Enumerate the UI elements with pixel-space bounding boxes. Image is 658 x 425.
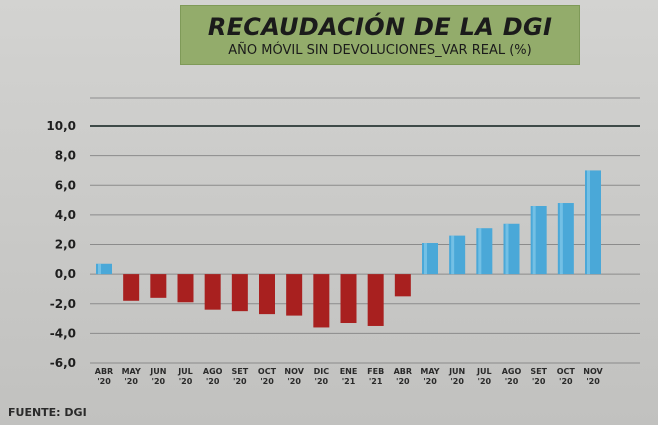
bar — [231, 274, 248, 312]
y-tick-label: -6,0 — [50, 356, 76, 370]
y-tick-label: 2,0 — [55, 238, 76, 252]
bar-highlight — [587, 170, 590, 275]
x-tick-label-year: '21 — [342, 377, 356, 386]
x-tick-label-year: '20 — [152, 377, 166, 386]
x-tick-label-month: OCT — [258, 367, 277, 376]
bar-highlight — [559, 203, 563, 275]
bar-highlight — [98, 263, 101, 275]
bar-highlight — [505, 223, 509, 275]
x-tick-label-month: DIC — [314, 367, 330, 376]
x-tick-label-year: '20 — [179, 377, 193, 386]
bar-highlight — [478, 228, 482, 275]
x-tick-label-year: '20 — [287, 377, 301, 386]
x-tick-label-year: '20 — [586, 377, 600, 386]
x-tick-label-month: JUN — [448, 367, 465, 376]
bar-highlight — [424, 243, 427, 275]
x-tick-label-year: '20 — [124, 377, 138, 386]
x-tick-label-year: '20 — [97, 377, 111, 386]
x-tick-label-month: JUL — [476, 367, 492, 376]
bar — [123, 274, 140, 301]
x-tick-label-year: '20 — [233, 377, 247, 386]
bar — [177, 274, 194, 303]
chart-subtitle: AÑO MÓVIL SIN DEVOLUCIONES_VAR REAL (%) — [228, 43, 532, 58]
y-tick-label: 6,0 — [55, 178, 76, 192]
y-tick-label: 0,0 — [55, 267, 76, 281]
bar — [340, 274, 357, 324]
x-tick-label-month: SET — [530, 367, 547, 376]
x-tick-label-year: '20 — [450, 377, 464, 386]
x-tick-label-year: '20 — [260, 377, 274, 386]
bar — [150, 274, 167, 298]
x-tick-label-year: '20 — [315, 377, 329, 386]
x-tick-label-year: '20 — [559, 377, 573, 386]
x-tick-label-month: JUL — [177, 367, 193, 376]
bar — [367, 274, 384, 326]
x-tick-label-month: ABR — [394, 367, 412, 376]
bar — [204, 274, 221, 310]
y-tick-label: 10,0 — [46, 119, 76, 133]
x-tick-label-year: '20 — [396, 377, 410, 386]
x-tick-label-month: FEB — [367, 367, 384, 376]
x-tick-label-month: ENE — [340, 367, 358, 376]
chart-title: RECAUDACIÓN DE LA DGI — [207, 13, 553, 41]
bar — [394, 274, 411, 297]
x-tick-label-month: SET — [231, 367, 248, 376]
y-tick-label: 8,0 — [55, 149, 76, 163]
x-tick-label-month: JUN — [149, 367, 166, 376]
x-tick-label-month: ABR — [95, 367, 113, 376]
x-tick-label-year: '20 — [206, 377, 220, 386]
x-tick-label-month: NOV — [284, 367, 304, 376]
x-tick-label-month: AGO — [502, 367, 522, 376]
bar — [259, 274, 275, 315]
bar — [313, 274, 330, 328]
x-tick-label-month: MAY — [122, 367, 141, 376]
x-tick-label-month: AGO — [203, 367, 223, 376]
title-box: RECAUDACIÓN DE LA DGI AÑO MÓVIL SIN DEVO… — [180, 5, 580, 65]
x-tick-label-month: NOV — [583, 367, 603, 376]
x-tick-label-year: '21 — [369, 377, 383, 386]
x-tick-label-year: '20 — [505, 377, 519, 386]
x-tick-label-month: OCT — [557, 367, 576, 376]
y-tick-label: -2,0 — [50, 297, 76, 311]
y-tick-label: 4,0 — [55, 208, 76, 222]
y-tick-label: -4,0 — [50, 326, 76, 340]
bar-highlight — [451, 235, 455, 275]
bar — [286, 274, 303, 316]
x-tick-label-month: MAY — [420, 367, 439, 376]
x-tick-label-year: '20 — [423, 377, 437, 386]
x-tick-label-year: '20 — [478, 377, 492, 386]
x-tick-label-year: '20 — [532, 377, 546, 386]
source-note: FUENTE: DGI — [8, 406, 87, 419]
bar-highlight — [532, 205, 536, 275]
bar — [96, 263, 112, 275]
